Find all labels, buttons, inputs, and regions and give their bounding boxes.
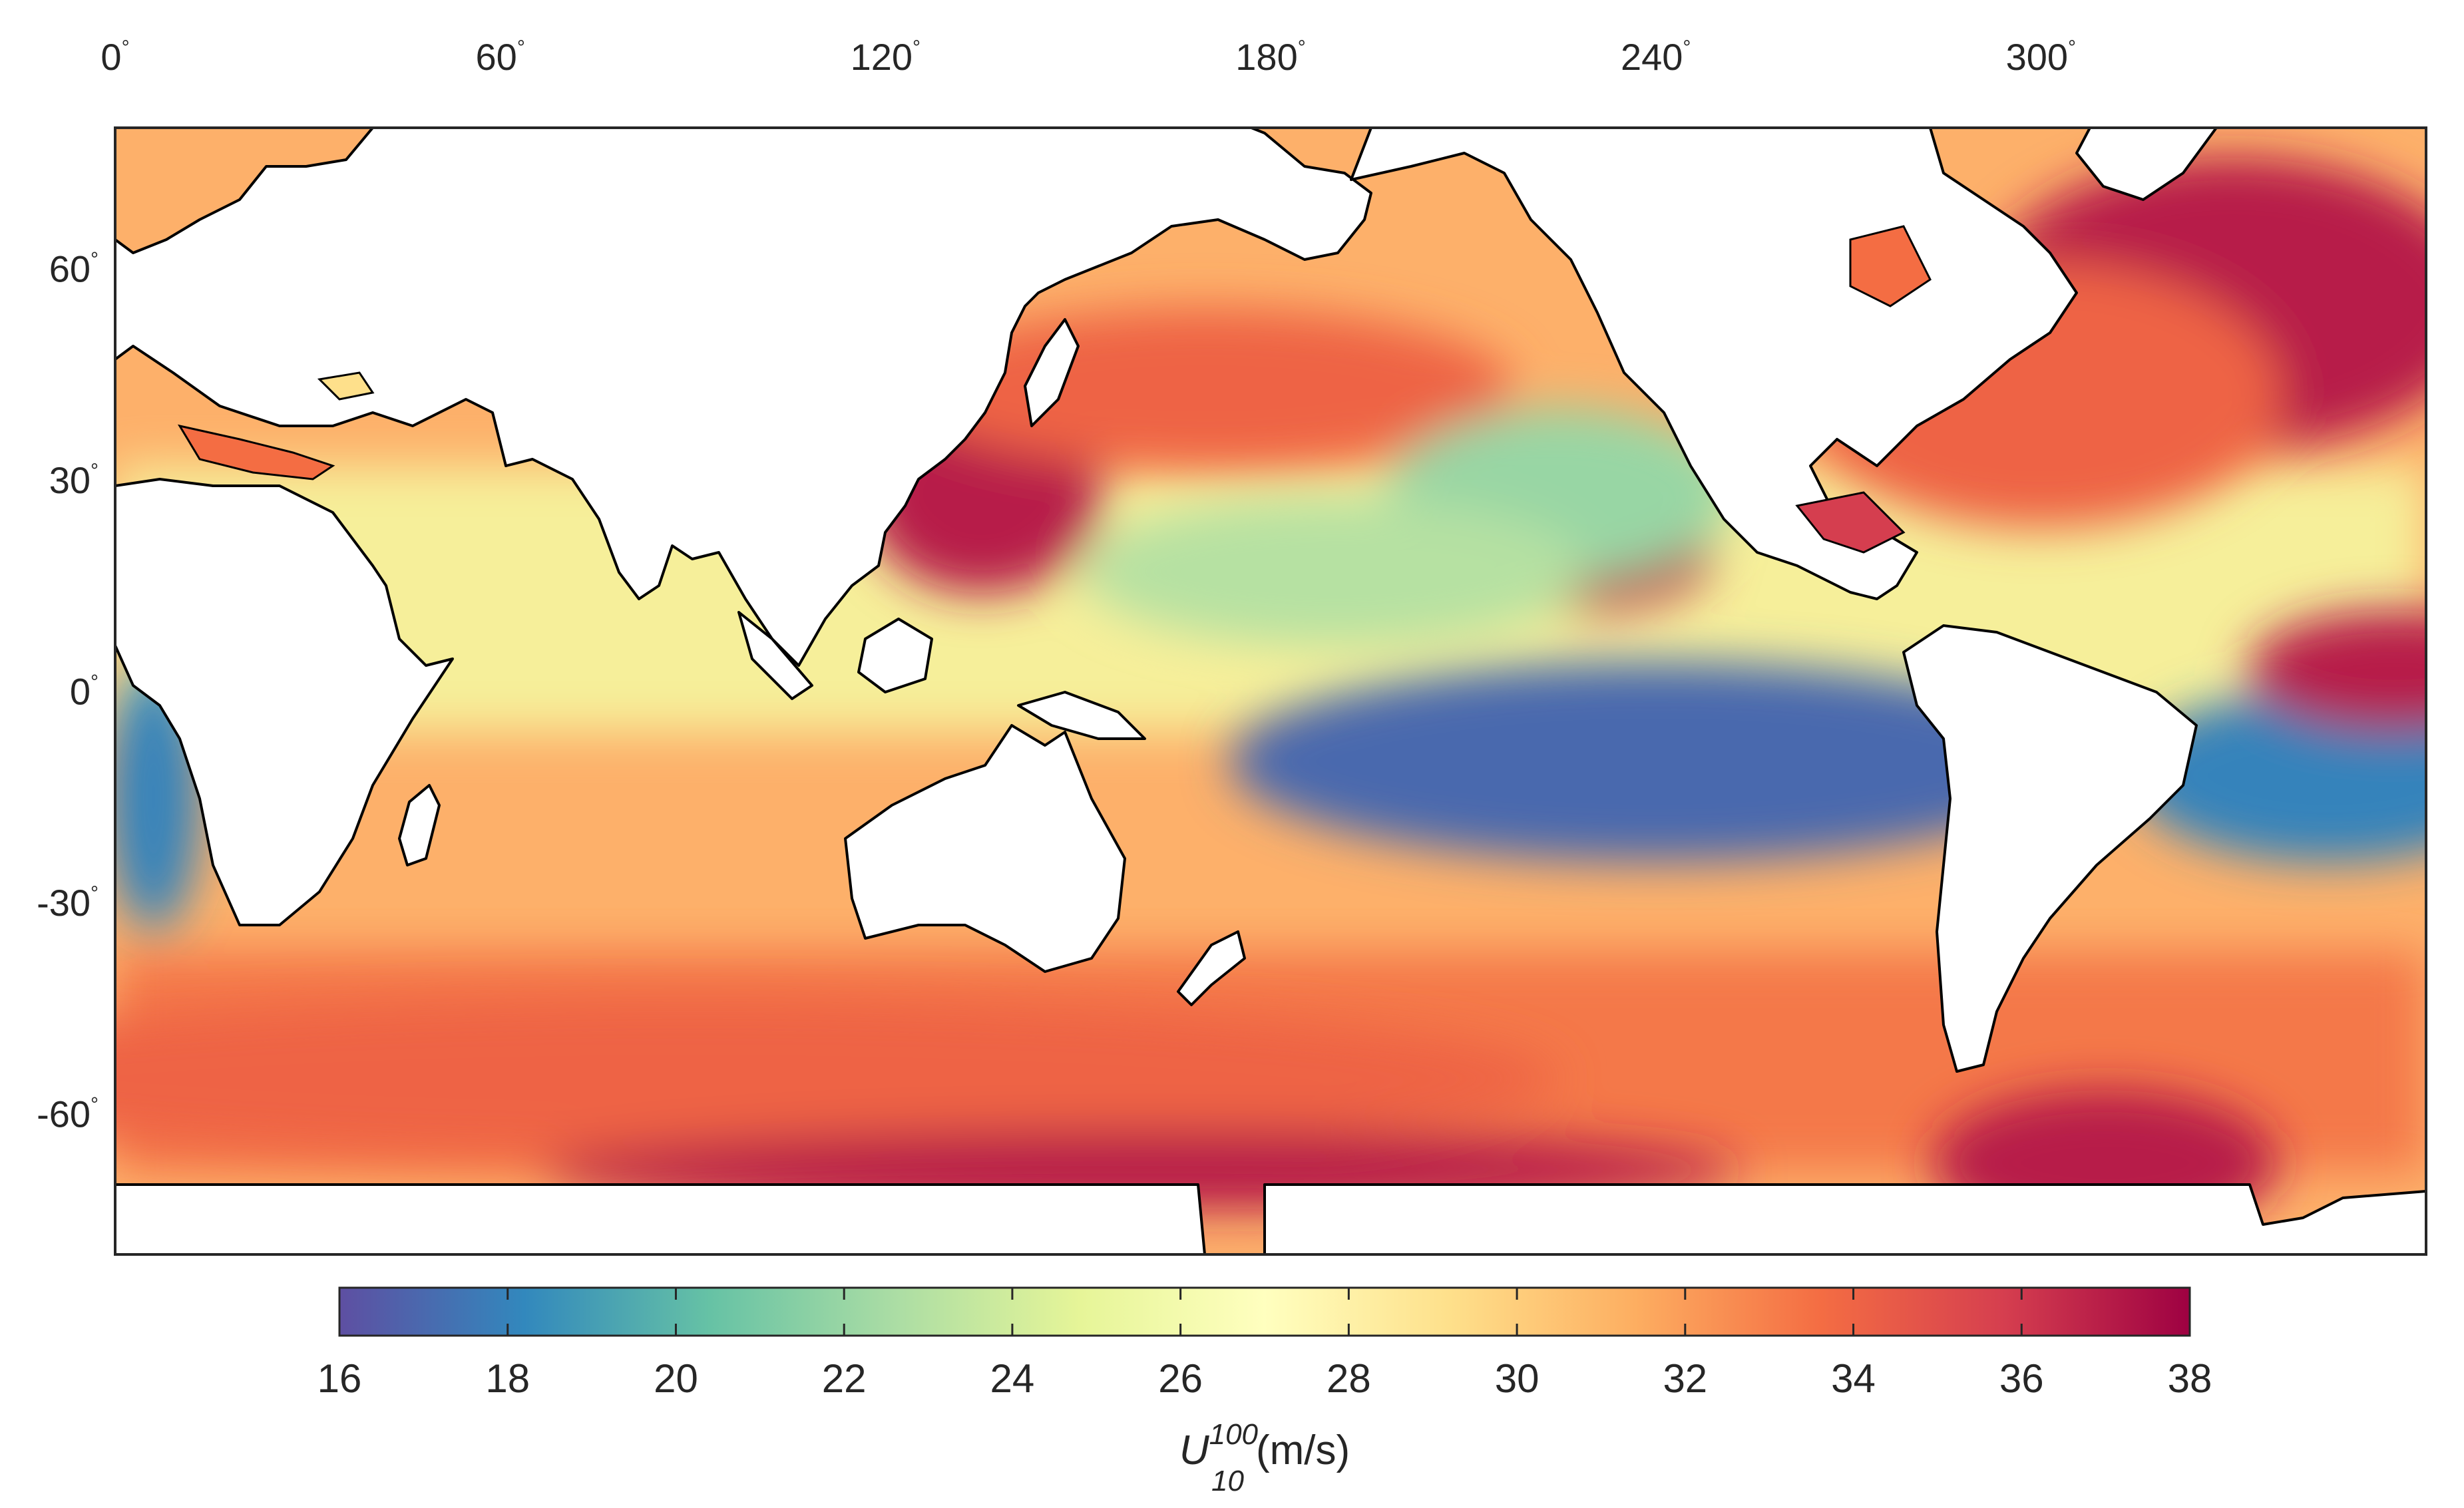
colorbar-tick-label: 16 (317, 1356, 362, 1401)
colorbar-tick-label: 36 (1999, 1356, 2044, 1401)
sumatra-land (737, 611, 813, 700)
colorbar-tick-label: 32 (1663, 1356, 1707, 1401)
colorbar: 16 18 20 22 24 26 28 30 32 34 36 38 U100 10 (m/s) (317, 1286, 2212, 1497)
lat-tick-label: 60° (49, 248, 99, 290)
greenland-land (2075, 128, 2218, 201)
colorbar-tick-label: 18 (485, 1356, 530, 1401)
colorbar-label-sub: 10 (1211, 1465, 1244, 1497)
lat-tick-label: 0° (70, 671, 99, 713)
colorbar-tick-label: 22 (822, 1356, 867, 1401)
africa-land (115, 478, 454, 926)
south-america-land (1902, 624, 2198, 1073)
colorbar-label-unit: (m/s) (1256, 1427, 1350, 1473)
japan-land (1024, 318, 1080, 427)
eurasia-land (115, 128, 1372, 667)
colorbar-tick-label: 24 (990, 1356, 1035, 1401)
caspian-black-sea (317, 371, 375, 401)
colorbar-label-symbol: U (1179, 1427, 1210, 1473)
colorbar-tick-label: 20 (654, 1356, 698, 1401)
new-zealand-land (1177, 930, 1246, 1006)
colorbar-label: U100 10 (m/s) (1179, 1418, 1350, 1497)
new-guinea-land (1017, 691, 1146, 740)
field-patch-central-pacific-low (1082, 498, 1588, 645)
lon-tick-label: 60° (476, 36, 525, 78)
wind-speed-field (115, 128, 2426, 1254)
lat-tick-label: -60° (37, 1093, 99, 1135)
colorbar-label-sup: 100 (1209, 1418, 1259, 1451)
gulf-of-mexico (1795, 491, 1906, 554)
australia-land (844, 724, 1126, 973)
lon-tick-label: 120° (851, 36, 921, 78)
madagascar-land (398, 784, 441, 866)
lon-tick-label: 0° (101, 36, 129, 78)
map-frame (114, 126, 2427, 1256)
lon-tick-label: 180° (1235, 36, 1305, 78)
colorbar-tick-label: 30 (1495, 1356, 1540, 1401)
borneo-land (857, 618, 933, 693)
colorbar-tick-label: 38 (2168, 1356, 2212, 1401)
lat-tick-label: -30° (37, 882, 99, 924)
colorbar-tick-label: 28 (1327, 1356, 1371, 1401)
colorbar-tick-label: 34 (1831, 1356, 1876, 1401)
field-patch-gulf-of-guinea-high (2247, 610, 2426, 730)
longitude-ticks: 0° 60° 120° 180° 240° 300° (101, 36, 2076, 78)
lon-tick-label: 300° (2006, 36, 2076, 78)
lat-tick-label: 30° (49, 459, 99, 501)
lon-tick-label: 240° (1621, 36, 1691, 78)
colorbar-ticks: 16 18 20 22 24 26 28 30 32 34 36 38 (317, 1288, 2212, 1401)
field-patch-equatorial-atlantic-low (2130, 689, 2426, 862)
colorbar-gradient (338, 1286, 2191, 1337)
latitude-ticks: 60° 30° 0° -30° -60° (37, 248, 99, 1135)
antarctica-land-east (1263, 1183, 2426, 1254)
hudson-bay (1849, 225, 1932, 307)
field-patch-southern-ocean-band (115, 998, 1558, 1159)
colorbar-tick-label: 26 (1158, 1356, 1203, 1401)
antarctica-land (115, 1183, 1206, 1254)
field-patch-equatorial-pacific-low (1229, 661, 2082, 862)
mediterranean-sea (177, 424, 335, 480)
